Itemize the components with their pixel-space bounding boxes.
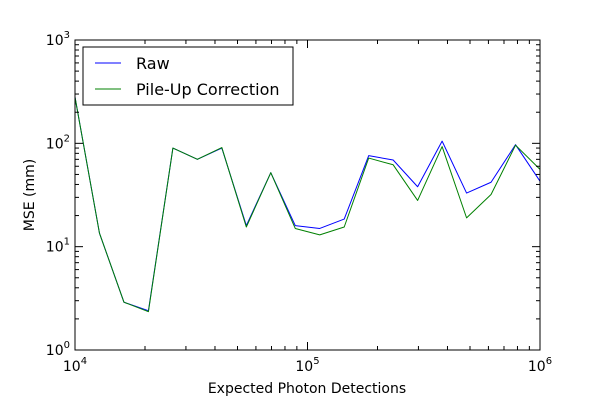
series-line-0 xyxy=(74,97,541,312)
series-line-1 xyxy=(74,97,541,313)
legend: Raw Pile-Up Correction xyxy=(82,46,294,106)
series-layer xyxy=(74,97,541,313)
x-tick-label-2: 106 xyxy=(528,356,552,375)
x-tick-label-0: 104 xyxy=(63,356,87,375)
y-tick-label-1: 101 xyxy=(46,237,70,256)
x-tick-label-1: 105 xyxy=(295,356,319,375)
y-tick-label-2: 102 xyxy=(46,133,70,152)
ticks-layer xyxy=(74,39,541,351)
x-axis-label: Expected Photon Detections xyxy=(208,381,406,397)
y-tick-label-3: 103 xyxy=(46,30,70,49)
legend-box xyxy=(82,46,294,106)
tick-labels-layer: 104 105 106 100 101 102 103 xyxy=(46,30,552,375)
legend-label-raw: Raw xyxy=(136,54,170,73)
y-axis-label: MSE (mm) xyxy=(22,159,38,231)
y-tick-label-0: 100 xyxy=(46,340,70,359)
legend-label-pileup: Pile-Up Correction xyxy=(136,80,280,99)
